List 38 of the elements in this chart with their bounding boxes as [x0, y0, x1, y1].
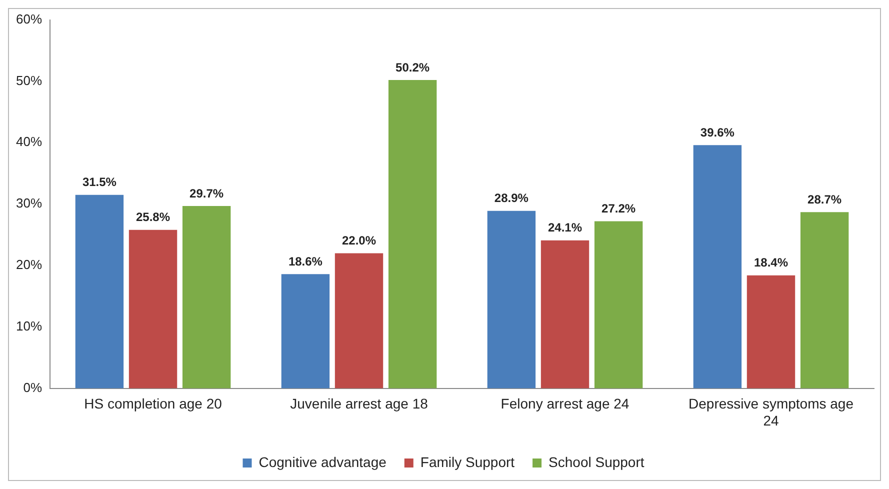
- y-tick-label: 30%: [16, 196, 42, 211]
- y-tick-label: 20%: [16, 257, 42, 272]
- x-tick-label: Juvenile arrest age 18: [290, 396, 428, 412]
- y-tick-label: 10%: [16, 318, 42, 334]
- bar: [800, 212, 849, 388]
- bar: [75, 194, 124, 388]
- bar: [594, 221, 643, 388]
- bar: [182, 206, 231, 388]
- x-tick-label: Felony arrest age 24: [500, 396, 630, 412]
- y-tick-label: 0%: [23, 380, 42, 395]
- bar: [334, 253, 384, 388]
- y-tick-label: 40%: [16, 134, 42, 150]
- bar: [746, 275, 796, 388]
- data-label: 39.6%: [700, 125, 735, 140]
- data-label: 28.7%: [808, 192, 842, 206]
- data-label: 27.2%: [602, 202, 636, 216]
- bar: [388, 80, 437, 388]
- legend-label: Family Support: [420, 454, 515, 470]
- bar: [693, 145, 742, 388]
- y-tick-label: 50%: [16, 72, 42, 88]
- bar: [487, 210, 536, 388]
- x-tick-label: HS completion age 20: [84, 396, 222, 412]
- x-tick-label: Depressive symptoms age 24: [688, 396, 854, 428]
- data-label: 29.7%: [190, 186, 224, 200]
- y-tick-label: 60%: [16, 11, 42, 26]
- data-label: 22.0%: [342, 234, 376, 248]
- bar: [281, 274, 330, 388]
- data-label: 50.2%: [396, 60, 430, 74]
- data-label: 18.4%: [754, 256, 788, 270]
- data-label: 25.8%: [136, 210, 170, 224]
- bar: [540, 240, 590, 388]
- legend-label: School Support: [548, 454, 644, 470]
- data-label: 31.5%: [82, 175, 117, 190]
- legend-label: Cognitive advantage: [258, 454, 387, 470]
- data-label: 18.6%: [288, 254, 323, 268]
- data-label: 28.9%: [494, 191, 529, 206]
- data-label: 24.1%: [548, 220, 582, 235]
- bar: [128, 230, 178, 388]
